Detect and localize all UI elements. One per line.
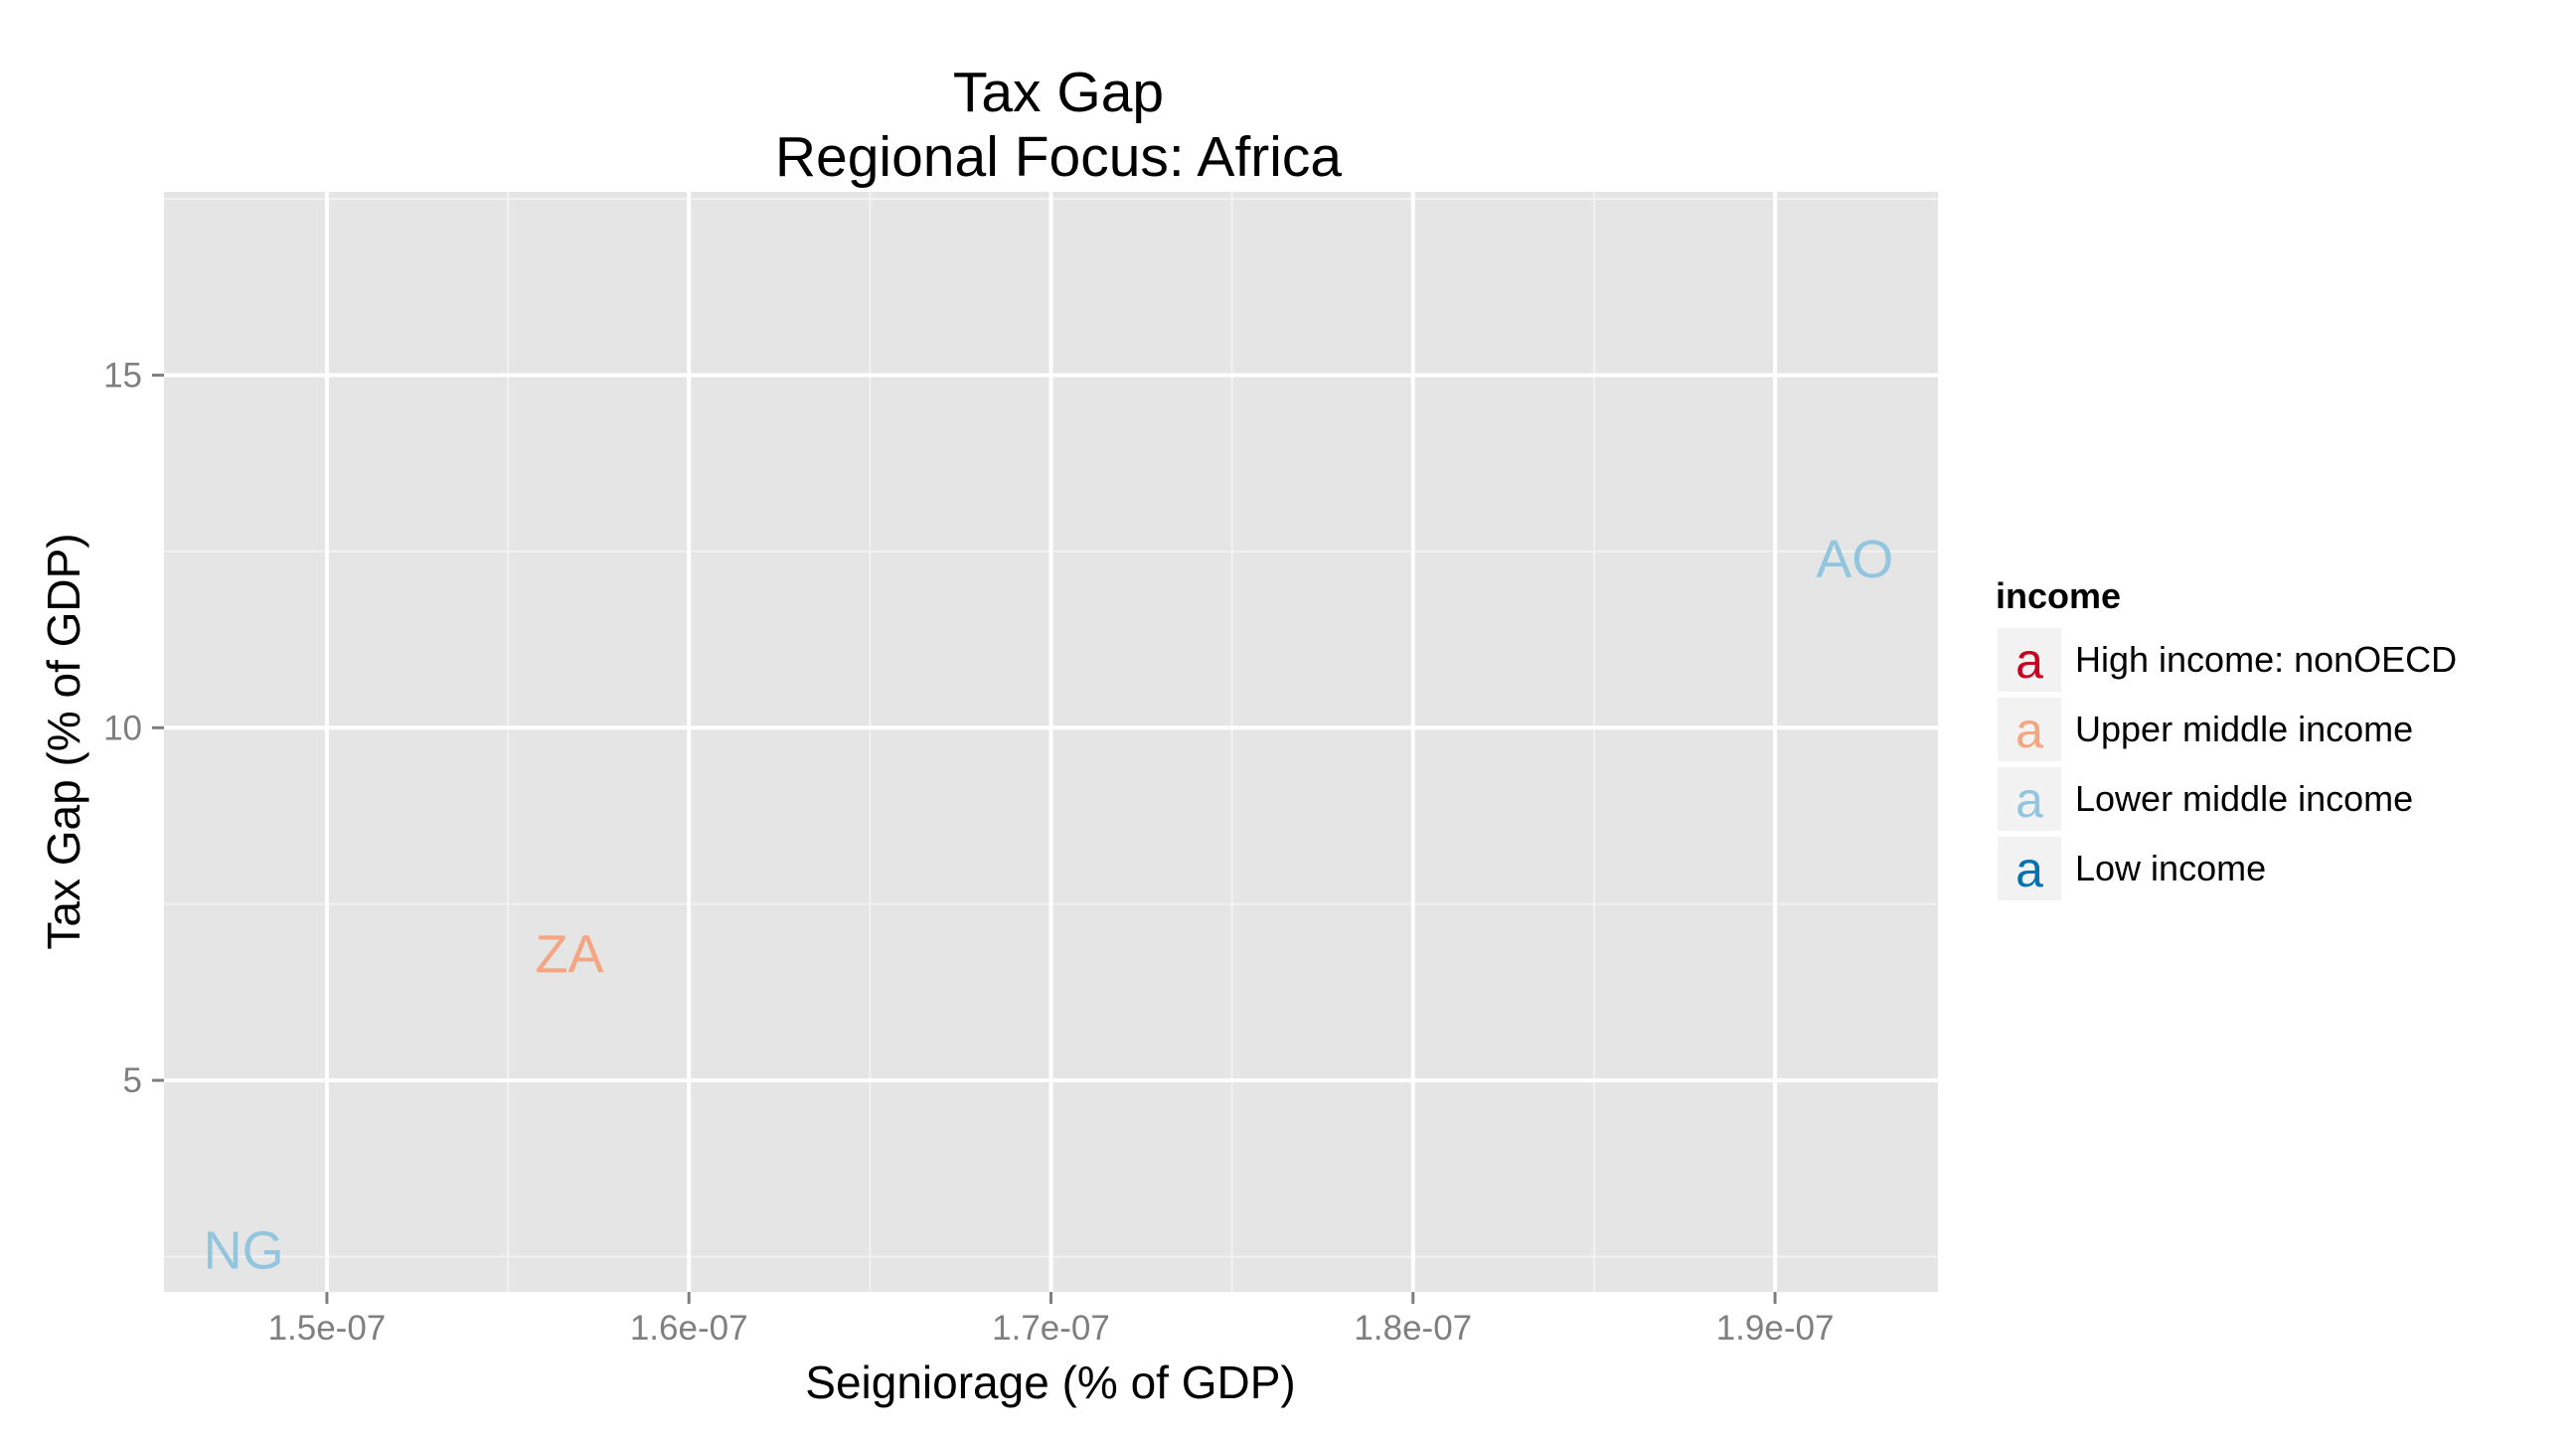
chart-subtitle: Regional Focus: Africa (775, 125, 1343, 189)
y-tick-label: 5 (123, 1061, 142, 1100)
legend-entry-label: Low income (2075, 848, 2266, 888)
legend-entry-label: Lower middle income (2075, 778, 2413, 819)
x-tick-label: 1.7e-07 (992, 1309, 1110, 1348)
data-points: NG ZA AO (204, 530, 1894, 1280)
point-label-ao: AO (1816, 530, 1893, 589)
x-tick-label: 1.8e-07 (1354, 1309, 1472, 1348)
legend-key (1998, 767, 2061, 831)
legend: income a High income: nonOECD a Upper middl… (1996, 575, 2457, 900)
y-axis-label: Tax Gap (% of GDP) (38, 533, 89, 949)
legend-key (1998, 698, 2061, 761)
point-label-za: ZA (535, 924, 603, 984)
chart-title: Tax Gap (953, 61, 1164, 124)
legend-title: income (1996, 575, 2121, 616)
point-label-ng: NG (204, 1220, 284, 1280)
x-tick-label: 1.9e-07 (1716, 1309, 1835, 1348)
legend-entry-label: Upper middle income (2075, 709, 2413, 749)
x-axis-label: Seigniorage (% of GDP) (805, 1356, 1295, 1408)
y-tick-label: 10 (103, 709, 142, 747)
legend-key-glyph: a (2015, 703, 2043, 758)
x-axis: 1.5e-07 1.6e-07 1.7e-07 1.8e-07 1.9e-07 (268, 1292, 1835, 1348)
legend-key (1998, 837, 2061, 900)
y-tick-label: 15 (103, 357, 142, 396)
x-tick-label: 1.5e-07 (268, 1309, 387, 1348)
legend-entry-label: High income: nonOECD (2075, 639, 2457, 680)
legend-key (1998, 628, 2061, 692)
legend-key-glyph: a (2015, 842, 2043, 897)
legend-key-glyph: a (2015, 633, 2043, 689)
legend-key-glyph: a (2015, 772, 2043, 828)
y-axis: 5 10 15 (103, 357, 164, 1100)
x-tick-label: 1.6e-07 (630, 1309, 748, 1348)
grid-major (164, 192, 1938, 1292)
legend-entries: a High income: nonOECD a Upper middle incom… (1998, 628, 2457, 900)
